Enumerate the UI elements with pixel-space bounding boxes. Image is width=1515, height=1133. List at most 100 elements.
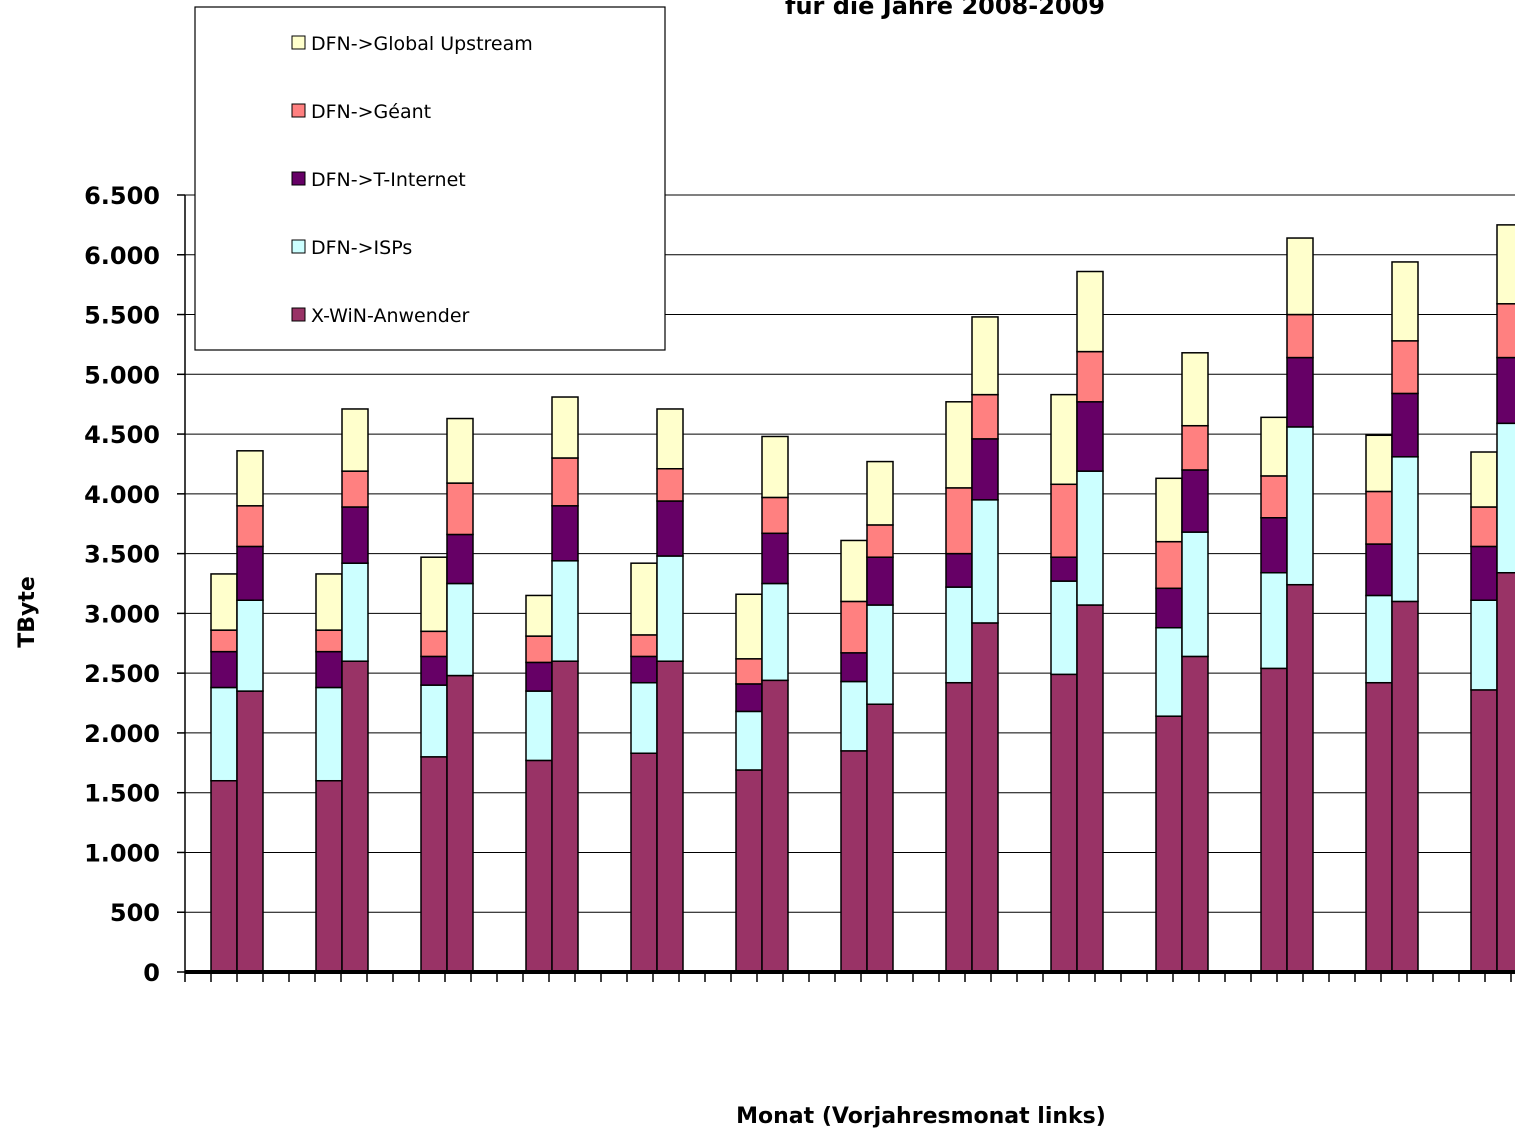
bar-segment: [1496, 224, 1515, 305]
bar-segment: [630, 562, 658, 636]
bar-segment: [761, 679, 789, 973]
bar-segment: [1260, 475, 1288, 519]
bar-segment: [1181, 655, 1209, 973]
y-tick-label: 3.500: [84, 541, 160, 569]
bar-segment: [341, 562, 369, 662]
bar-segment: [341, 660, 369, 973]
bar-segment: [630, 752, 658, 973]
bar-segment: [551, 560, 579, 662]
bar-segment: [1155, 715, 1183, 973]
bar-segment: [656, 555, 684, 662]
bar-segment: [1286, 583, 1314, 973]
bar-segment: [446, 674, 474, 973]
bar-segment: [1155, 477, 1183, 543]
bar-segment: [1365, 681, 1393, 973]
bar-segment: [1496, 356, 1515, 425]
bar-segment: [840, 680, 868, 752]
bar-segment: [945, 552, 973, 588]
bar-segment: [1365, 594, 1393, 684]
bar-segment: [1076, 401, 1104, 472]
bar-segment: [210, 779, 238, 973]
bar-segment: [1496, 422, 1515, 574]
bar-segment: [1470, 545, 1498, 601]
bar-segment: [1181, 424, 1209, 471]
bar-segment: [1470, 451, 1498, 508]
y-tick-label: 6.500: [84, 182, 160, 210]
y-tick-label: 3.000: [84, 600, 160, 628]
legend-box: [194, 6, 666, 351]
bar-segment: [656, 467, 684, 502]
y-tick-label: 5.000: [84, 361, 160, 389]
legend-swatch: [291, 171, 306, 186]
bar-segment: [761, 496, 789, 535]
y-tick-label: 4.500: [84, 421, 160, 449]
bar-segment: [761, 582, 789, 682]
legend-swatch: [291, 103, 306, 118]
bar-segment: [1181, 531, 1209, 658]
bar-segment: [341, 470, 369, 508]
bar-segment: [210, 573, 238, 631]
bar-segment: [1365, 543, 1393, 597]
bar-segment: [1050, 393, 1078, 486]
bar-segment: [866, 460, 894, 526]
bar-segment: [551, 505, 579, 562]
bar-segment: [1155, 540, 1183, 590]
bar-segment: [840, 539, 868, 603]
x-axis-title: Monat (Vorjahresmonat links): [736, 1104, 1106, 1129]
bar-segment: [1181, 352, 1209, 427]
bar-segment: [236, 545, 264, 601]
bar-segment: [446, 533, 474, 585]
legend-swatch: [291, 35, 306, 50]
bar-segment: [1496, 303, 1515, 359]
bar-segment: [735, 593, 763, 660]
bar-segment: [315, 686, 343, 782]
bar-segment: [236, 599, 264, 692]
bar-segment: [1286, 356, 1314, 428]
bar-segment: [1260, 571, 1288, 670]
bar-segment: [630, 634, 658, 658]
bar-segment: [1155, 626, 1183, 717]
legend-label: DFN->Global Upstream: [311, 33, 533, 55]
bar-segment: [1391, 392, 1419, 458]
bar-segment: [210, 650, 238, 689]
bar-segment: [315, 650, 343, 689]
bar-segment: [1286, 426, 1314, 586]
y-tick-label: 2.500: [84, 660, 160, 688]
bar-segment: [551, 457, 579, 507]
bar-segment: [525, 661, 553, 692]
bar-segment: [971, 393, 999, 440]
bar-segment: [446, 482, 474, 536]
bar-segment: [1076, 470, 1104, 606]
y-tick-label: 2.000: [84, 720, 160, 748]
y-tick-label: 0: [143, 959, 160, 987]
bar-segment: [735, 658, 763, 685]
bar-segment: [315, 629, 343, 653]
bar-segment: [315, 779, 343, 973]
bar-segment: [1260, 416, 1288, 477]
bar-segment: [971, 499, 999, 624]
bar-segment: [551, 396, 579, 459]
bar-segment: [1050, 556, 1078, 582]
bar-segment: [1076, 604, 1104, 973]
legend-label: DFN->T-Internet: [311, 169, 466, 191]
legend-swatch: [291, 239, 306, 254]
bar-segment: [1050, 673, 1078, 973]
bar-segment: [971, 316, 999, 396]
bar-segment: [1470, 689, 1498, 973]
legend-label: DFN->ISPs: [311, 237, 412, 259]
y-tick-label: 1.500: [84, 780, 160, 808]
bar-segment: [1260, 667, 1288, 973]
bar-segment: [735, 710, 763, 771]
bar-segment: [1155, 587, 1183, 629]
bar-segment: [1391, 456, 1419, 603]
bar-segment: [630, 655, 658, 684]
y-axis-title: TByte: [15, 576, 40, 648]
bar-segment: [1391, 340, 1419, 395]
bar-segment: [446, 417, 474, 484]
bar-segment: [525, 759, 553, 973]
bar-segment: [551, 660, 579, 973]
bar-segment: [420, 684, 448, 758]
bar-segment: [840, 600, 868, 654]
bar-segment: [971, 622, 999, 973]
bar-segment: [420, 630, 448, 658]
